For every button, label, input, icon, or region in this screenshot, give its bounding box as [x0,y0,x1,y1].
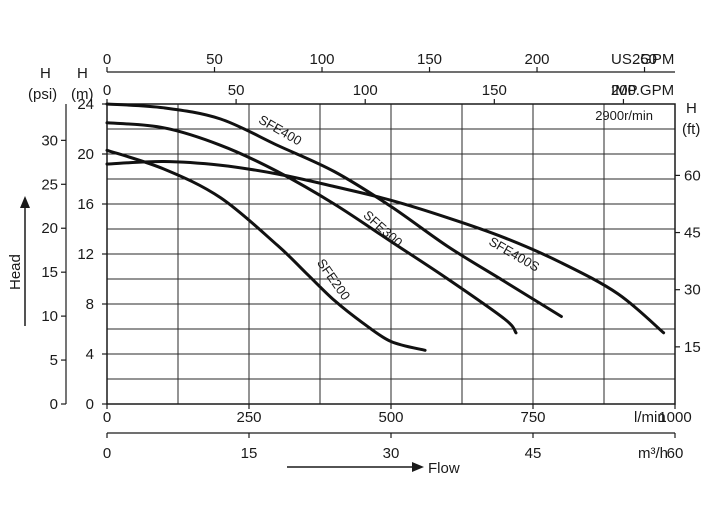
imp-gpm-tick-label: 150 [482,82,507,99]
imp-gpm-tick-label: 200 [611,82,636,99]
m-tick-label: 8 [86,296,94,313]
m-axis-h: H [77,65,88,82]
imp-gpm-unit: IMP.GPM [611,82,674,99]
m-tick-label: 16 [77,196,94,213]
m3h-tick-label: 30 [383,445,400,462]
axes [61,67,680,438]
psi-tick-label: 5 [50,352,58,369]
speed-note: 2900r/min [595,108,653,123]
us-gpm-tick-label: 50 [206,51,223,68]
psi-axis-h: H [40,65,51,82]
m-tick-label: 0 [86,396,94,413]
curve-sfe300 [105,121,518,335]
curve-label-sfe400: SFE400 [256,112,304,148]
us-gpm-tick-label: 200 [525,51,550,68]
m3h-tick-label: 60 [667,445,684,462]
ft-tick-label: 60 [684,167,701,184]
m3h-tick-label: 45 [525,445,542,462]
imp-gpm-tick-label: 50 [228,82,245,99]
grid [107,103,676,404]
ft-axis-unit: (ft) [682,121,700,138]
flow-arrow-icon [287,462,424,472]
lmin-tick-label: 0 [103,409,111,426]
psi-tick-label: 15 [41,264,58,281]
psi-tick-label: 0 [50,396,58,413]
m-tick-label: 20 [77,146,94,163]
m3h-tick-label: 0 [103,445,111,462]
m-tick-label: 24 [77,96,94,113]
imp-gpm-tick-label: 0 [103,82,111,99]
lmin-tick-label: 750 [520,409,545,426]
psi-tick-label: 30 [41,132,58,149]
m-axis-unit: (m) [71,86,94,103]
ft-tick-label: 30 [684,282,701,299]
psi-axis-unit: (psi) [28,86,57,103]
us-gpm-tick-label: 100 [309,51,334,68]
m-tick-label: 12 [77,246,94,263]
lmin-unit: l/min [634,409,666,426]
us-gpm-tick-label: 250 [632,51,657,68]
ft-axis-h: H [686,100,697,117]
lmin-tick-label: 500 [378,409,403,426]
m3h-tick-label: 15 [241,445,258,462]
curve-sfe200 [105,148,427,352]
head-label: Head [7,254,24,290]
head-arrow-icon [20,196,30,326]
m3h-unit: m³/h [638,445,668,462]
psi-tick-label: 20 [41,220,58,237]
ft-tick-label: 15 [684,339,701,356]
psi-tick-label: 10 [41,308,58,325]
lmin-tick-label: 250 [236,409,261,426]
ft-tick-label: 45 [684,225,701,242]
curve-sfe400s [105,159,666,335]
imp-gpm-tick-label: 100 [353,82,378,99]
us-gpm-tick-label: 150 [417,51,442,68]
curve-sfe400 [105,102,563,318]
m-tick-label: 4 [86,346,94,363]
psi-tick-label: 25 [41,176,58,193]
lmin-tick-label: 1000 [658,409,691,426]
us-gpm-unit: US .GPM [611,51,674,68]
flow-label: Flow [428,460,460,477]
us-gpm-tick-label: 0 [103,51,111,68]
